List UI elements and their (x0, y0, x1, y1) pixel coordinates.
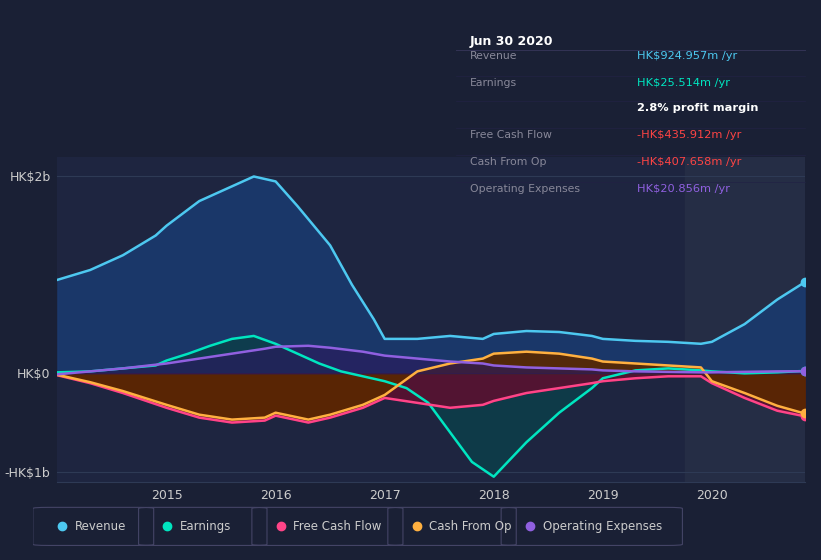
Text: Cash From Op: Cash From Op (429, 520, 511, 533)
Text: HK$20.856m /yr: HK$20.856m /yr (637, 184, 730, 194)
Text: Revenue: Revenue (75, 520, 126, 533)
Text: Revenue: Revenue (470, 51, 517, 61)
Text: Free Cash Flow: Free Cash Flow (293, 520, 382, 533)
Text: Cash From Op: Cash From Op (470, 157, 546, 167)
Text: 2.8% profit margin: 2.8% profit margin (637, 103, 759, 113)
Text: Earnings: Earnings (180, 520, 232, 533)
Text: Operating Expenses: Operating Expenses (470, 184, 580, 194)
Text: Earnings: Earnings (470, 78, 516, 88)
Text: Free Cash Flow: Free Cash Flow (470, 130, 552, 140)
Text: -HK$407.658m /yr: -HK$407.658m /yr (637, 157, 741, 167)
Text: Operating Expenses: Operating Expenses (543, 520, 662, 533)
Text: HK$924.957m /yr: HK$924.957m /yr (637, 51, 737, 61)
Text: HK$25.514m /yr: HK$25.514m /yr (637, 78, 730, 88)
Bar (685, 157, 805, 482)
Text: -HK$435.912m /yr: -HK$435.912m /yr (637, 130, 741, 140)
Text: Jun 30 2020: Jun 30 2020 (470, 35, 553, 48)
